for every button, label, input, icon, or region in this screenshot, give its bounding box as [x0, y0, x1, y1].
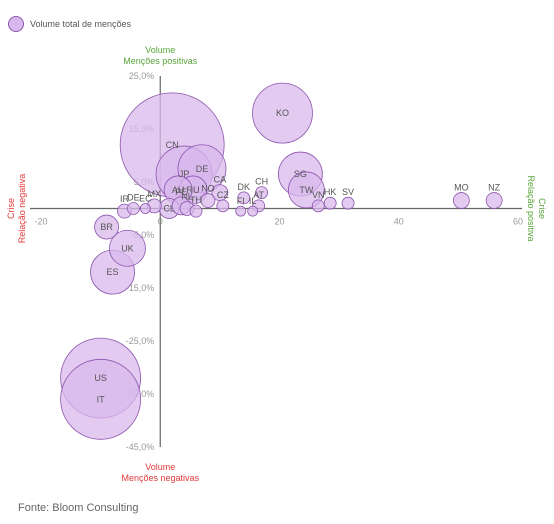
- bubble-ch: [255, 186, 269, 200]
- bubble-label: AU: [172, 185, 185, 195]
- bubble-label: PE: [175, 187, 187, 197]
- x-left-title-2: Relação negativa: [17, 174, 27, 244]
- bubble-label: NO: [201, 184, 215, 194]
- bubble-it: [60, 358, 142, 440]
- x-tick-label: 40: [394, 217, 404, 227]
- bubble-cz: [216, 199, 230, 213]
- legend-bubble-icon: [8, 16, 24, 32]
- bubble-nz: [485, 192, 503, 209]
- bubble-label: ES: [107, 267, 119, 277]
- bubble-th: [189, 204, 203, 218]
- bubble-label: CN: [166, 140, 179, 150]
- bubble-label: FI: [237, 196, 245, 206]
- bubble-label: KO: [276, 108, 289, 118]
- y-tick-label: -25,0%: [126, 336, 155, 346]
- bubble-label: SV: [342, 187, 354, 197]
- y-top-title-1: Volume: [145, 45, 175, 55]
- bubble-hk: [323, 196, 337, 210]
- legend: Volume total de menções: [8, 16, 131, 32]
- y-tick-label: -45,0%: [126, 442, 155, 452]
- bubble-label: MO: [454, 183, 469, 193]
- bubble-label: DE: [127, 193, 140, 203]
- bubble-fi: [235, 205, 247, 217]
- x-tick-label: -20: [34, 217, 47, 227]
- bubble-label: IL: [249, 196, 257, 206]
- y-tick-label: -15,0%: [126, 283, 155, 293]
- bubble-label: CH: [255, 177, 268, 187]
- bubble-label: HK: [324, 187, 337, 197]
- bubble-label: IR: [120, 194, 130, 204]
- y-tick-label: -5,0%: [131, 230, 155, 240]
- x-tick-label: 20: [274, 217, 284, 227]
- x-tick-label: 60: [513, 217, 523, 227]
- legend-label: Volume total de menções: [30, 19, 132, 29]
- bubble-mo: [452, 192, 470, 209]
- bubble-label: US: [94, 373, 107, 383]
- bubble-label: UK: [121, 243, 134, 253]
- bubble-label: VN: [312, 190, 325, 200]
- bubble-il: [247, 205, 259, 217]
- x-right-title-1: Crise: [537, 198, 547, 219]
- bubble-br: [94, 214, 119, 240]
- source-note: Fonte: Bloom Consulting: [18, 502, 139, 514]
- bubble-label: SG: [294, 169, 307, 179]
- bubble-dk: [237, 191, 251, 205]
- bubble-label: RU: [187, 185, 200, 195]
- bubble-ko: [252, 82, 313, 144]
- bubble-label: CZ: [217, 190, 229, 200]
- y-tick-label: 25,0%: [129, 71, 155, 81]
- bubble-label: DK: [237, 182, 250, 192]
- bubble-label: BR: [100, 222, 113, 232]
- bubble-label: DE: [196, 164, 209, 174]
- bubble-ec: [139, 203, 151, 214]
- bubble-sv: [341, 196, 355, 210]
- bubble-label: TW: [299, 185, 313, 195]
- bubble-tw: [287, 171, 325, 209]
- bubble-label: CL: [163, 204, 175, 214]
- bubble-de: [127, 202, 140, 215]
- y-bottom-title-1: Volume: [145, 462, 175, 472]
- bubble-label: TH: [190, 195, 202, 205]
- bubble-label: CA: [214, 175, 227, 185]
- bubble-label: JP: [179, 169, 190, 179]
- bubble-label: IT: [97, 394, 106, 404]
- bubble-label: MX: [148, 189, 162, 199]
- bubble-label: EC: [139, 194, 152, 204]
- x-right-title-2: Relação positiva: [526, 175, 536, 241]
- y-top-title-2: Menções positivas: [123, 56, 198, 66]
- bubble-label: NL: [181, 192, 193, 202]
- x-tick-labels: -20 0 20 40 60: [34, 217, 523, 227]
- y-bottom-title-2: Menções negativas: [121, 473, 199, 483]
- bubble-label: NZ: [488, 183, 500, 193]
- bubble-no: [200, 193, 216, 208]
- bubble-uk: [109, 229, 146, 267]
- x-left-title-1: Crise: [6, 198, 16, 219]
- bubble-label: AT: [253, 190, 264, 200]
- x-tick-label: 0: [158, 217, 163, 227]
- bubble-vn: [311, 199, 325, 213]
